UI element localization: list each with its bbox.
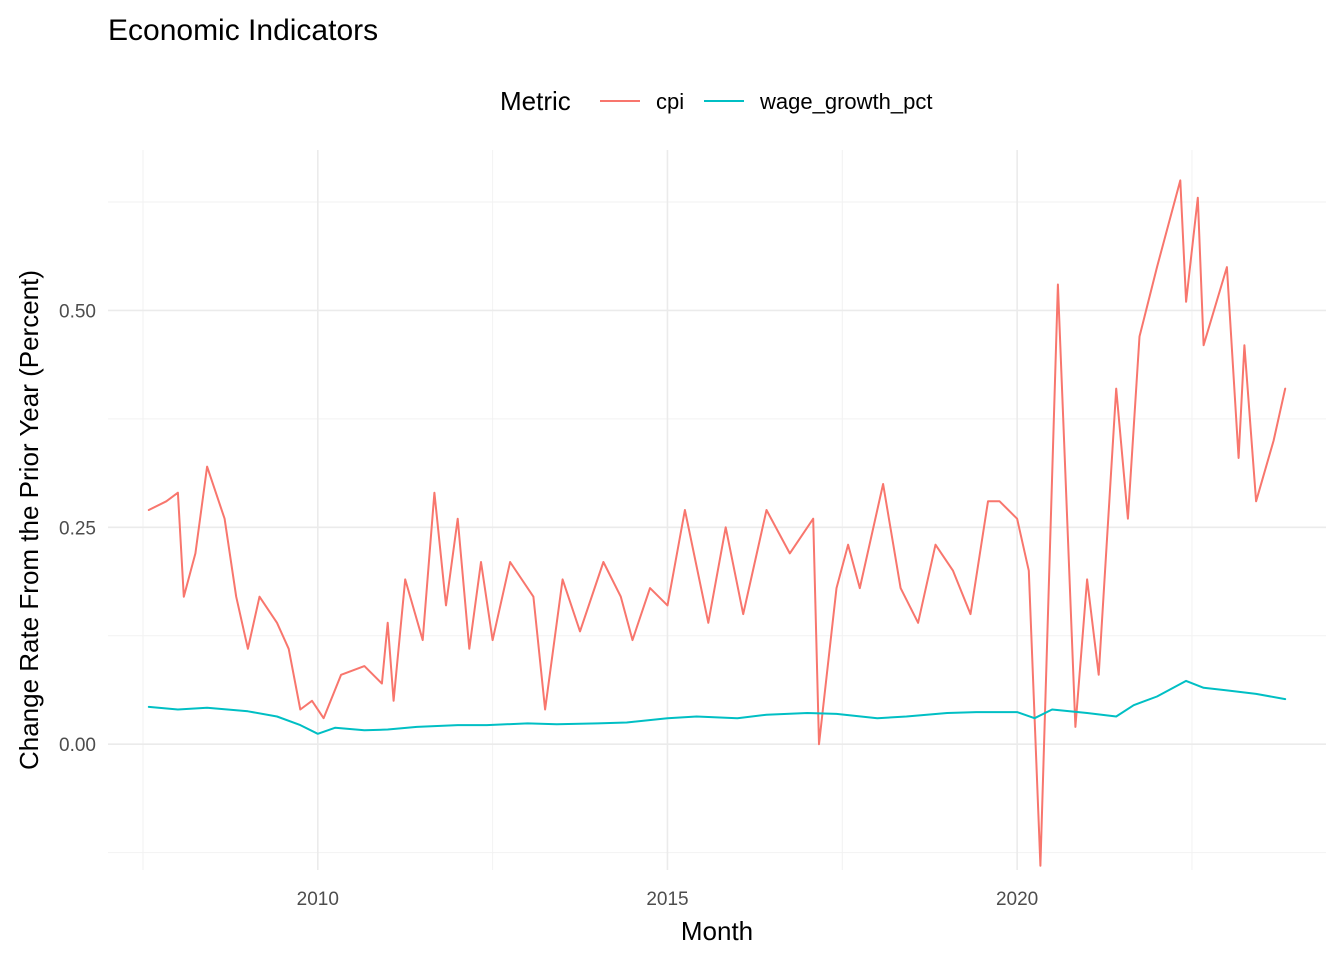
legend-label: cpi [656, 89, 684, 114]
chart-title: Economic Indicators [108, 14, 378, 47]
legend-label: wage_growth_pct [759, 89, 932, 114]
y-tick-label: 0.25 [59, 518, 96, 539]
y-axis-title: Change Rate From the Prior Year (Percent… [14, 270, 44, 770]
x-axis-title: Month [681, 916, 753, 946]
tick-labels: 2010 2015 2020 0.00 0.25 0.50 [59, 301, 1038, 910]
legend: Metric cpi wage_growth_pct [500, 86, 932, 116]
x-tick-label: 2010 [297, 889, 339, 910]
grid [108, 150, 1326, 870]
y-tick-label: 0.50 [59, 301, 96, 322]
series-group [147, 179, 1287, 867]
series-line-cpi [147, 179, 1287, 867]
x-tick-label: 2020 [996, 889, 1038, 910]
series-line-wage-growth-pct [147, 679, 1287, 735]
y-tick-label: 0.00 [59, 735, 96, 756]
legend-title: Metric [500, 86, 571, 116]
x-tick-label: 2015 [646, 889, 688, 910]
